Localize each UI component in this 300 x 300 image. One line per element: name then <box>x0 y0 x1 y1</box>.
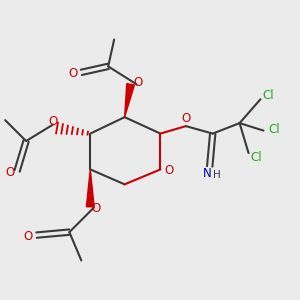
Text: O: O <box>5 166 14 179</box>
Text: O: O <box>24 230 33 243</box>
Polygon shape <box>86 169 94 207</box>
Text: N: N <box>203 167 212 180</box>
Text: O: O <box>181 112 190 125</box>
Text: O: O <box>48 115 58 128</box>
Text: Cl: Cl <box>262 89 274 102</box>
Polygon shape <box>124 84 134 117</box>
Text: O: O <box>68 68 78 80</box>
Text: O: O <box>134 76 143 89</box>
Text: O: O <box>164 164 173 177</box>
Text: H: H <box>213 170 221 180</box>
Text: Cl: Cl <box>250 151 262 164</box>
Text: O: O <box>92 202 101 215</box>
Text: Cl: Cl <box>268 123 280 136</box>
